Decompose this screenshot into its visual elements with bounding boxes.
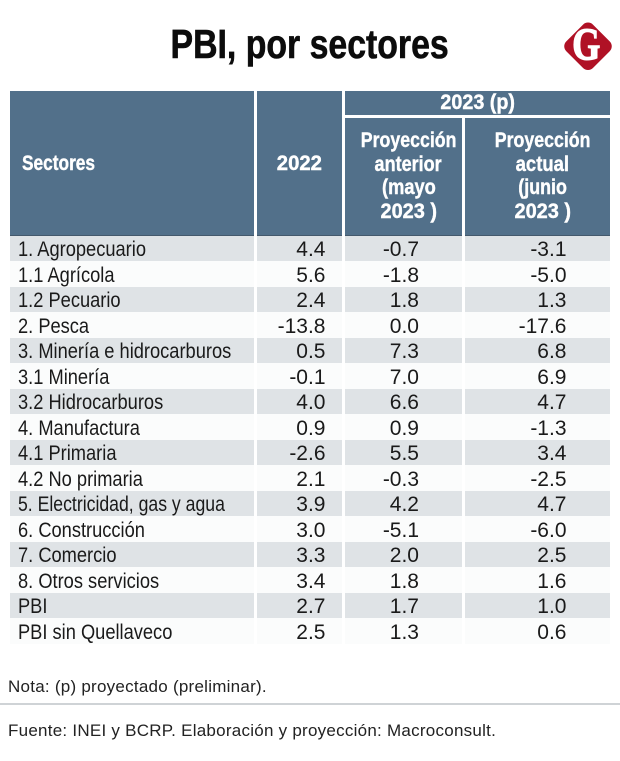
svg-text:G: G — [572, 20, 600, 70]
